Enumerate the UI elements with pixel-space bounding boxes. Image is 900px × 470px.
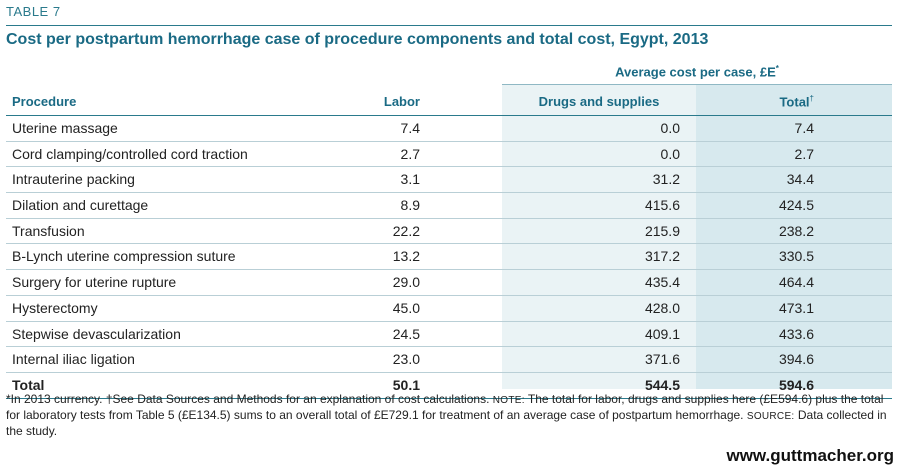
table-row: Uterine massage 7.4 0.0 7.4 <box>6 116 892 142</box>
source-label: SOURCE: <box>746 411 795 422</box>
header-total-mark: † <box>809 94 814 103</box>
cell-total: 34.4 <box>786 171 814 188</box>
cell-procedure: Hysterectomy <box>12 299 98 316</box>
cell-drugs: 371.6 <box>644 351 680 368</box>
cell-labor: 13.2 <box>392 248 420 265</box>
cell-total: 594.6 <box>778 376 814 393</box>
cell-labor: 7.4 <box>400 120 420 136</box>
footnote-text-1: *In 2013 currency. †See Data Sources and… <box>6 392 493 406</box>
table-row: Stepwise devascularization 24.5 409.1 43… <box>6 322 892 348</box>
total-row: Total 50.1 544.5 594.6 <box>6 373 892 399</box>
cell-total: 2.7 <box>794 145 814 162</box>
table-row: Intrauterine packing 3.1 31.2 34.4 <box>6 167 892 194</box>
table-row: Dilation and curettage 8.9 415.6 424.5 <box>6 193 892 219</box>
cost-subheader-mark: * <box>775 64 779 73</box>
cell-labor: 24.5 <box>392 325 420 342</box>
footnotes: *In 2013 currency. †See Data Sources and… <box>6 392 892 439</box>
cell-drugs: 544.5 <box>644 376 680 393</box>
footnote-text-3: Data collected in the study. <box>6 408 887 438</box>
cell-procedure: Surgery for uterine rupture <box>12 274 177 291</box>
cell-procedure: Intrauterine packing <box>12 171 135 188</box>
cell-total: 330.5 <box>778 248 814 265</box>
cell-procedure: Stepwise devascularization <box>12 325 181 342</box>
table-row: B-Lynch uterine compression suture 13.2 … <box>6 244 892 271</box>
table-row: Hysterectomy 45.0 428.0 473.1 <box>6 296 892 322</box>
cell-labor: 2.7 <box>400 145 420 162</box>
cell-procedure: Total <box>12 376 45 393</box>
cell-procedure: Transfusion <box>12 222 85 239</box>
table-row: Surgery for uterine rupture 29.0 435.4 4… <box>6 270 892 296</box>
table-label: TABLE 7 <box>6 4 61 19</box>
header-drugs: Drugs and supplies <box>538 94 660 109</box>
site-url[interactable]: www.guttmacher.org <box>726 446 894 465</box>
cell-total: 238.2 <box>778 222 814 239</box>
cell-drugs: 0.0 <box>660 145 680 162</box>
cell-procedure: B-Lynch uterine compression suture <box>12 248 236 265</box>
header-total: Total† <box>696 94 814 109</box>
header-rule <box>6 115 892 116</box>
table-body: Uterine massage 7.4 0.0 7.4 Cord clampin… <box>6 116 892 399</box>
cost-subheader-text: Average cost per case, £E <box>615 64 776 80</box>
subheader-rule <box>502 84 892 85</box>
cell-procedure: Cord clamping/controlled cord traction <box>12 145 248 162</box>
cell-labor: 8.9 <box>400 197 420 214</box>
cell-labor: 45.0 <box>392 299 420 316</box>
cell-drugs: 415.6 <box>644 197 680 214</box>
top-rule <box>6 25 892 26</box>
footnote-text-2: The total for labor, drugs and supplies … <box>6 392 884 422</box>
header-procedure: Procedure <box>12 94 77 109</box>
cell-procedure: Dilation and curettage <box>12 197 149 214</box>
cell-total: 433.6 <box>778 325 814 342</box>
header-total-text: Total <box>779 94 810 110</box>
cell-total: 394.6 <box>778 351 814 368</box>
cell-drugs: 435.4 <box>644 274 680 291</box>
cell-total: 424.5 <box>778 197 814 214</box>
cell-total: 473.1 <box>778 299 814 316</box>
cell-labor: 50.1 <box>392 376 420 393</box>
table-row: Cord clamping/controlled cord traction 2… <box>6 142 892 168</box>
cell-total: 464.4 <box>778 274 814 291</box>
note-label: NOTE: <box>492 395 525 406</box>
drugs-column-shade <box>502 84 696 389</box>
table-row: Internal iliac ligation 23.0 371.6 394.6 <box>6 347 892 373</box>
header-labor: Labor <box>383 94 420 109</box>
cell-procedure: Uterine massage <box>12 120 118 136</box>
cell-drugs: 215.9 <box>644 222 680 239</box>
cell-drugs: 0.0 <box>660 120 680 136</box>
table-title: Cost per postpartum hemorrhage case of p… <box>6 31 709 48</box>
cell-labor: 23.0 <box>392 351 420 368</box>
total-column-shade <box>696 84 892 389</box>
cell-labor: 29.0 <box>392 274 420 291</box>
cell-drugs: 409.1 <box>644 325 680 342</box>
cell-labor: 3.1 <box>400 171 420 188</box>
cell-procedure: Internal iliac ligation <box>12 351 135 368</box>
cell-drugs: 317.2 <box>644 248 680 265</box>
cost-subheader: Average cost per case, £E* <box>502 64 892 84</box>
cell-labor: 22.2 <box>392 222 420 239</box>
cell-drugs: 31.2 <box>652 171 680 188</box>
cell-total: 7.4 <box>794 120 814 136</box>
cell-drugs: 428.0 <box>644 299 680 316</box>
table-row: Transfusion 22.2 215.9 238.2 <box>6 219 892 245</box>
